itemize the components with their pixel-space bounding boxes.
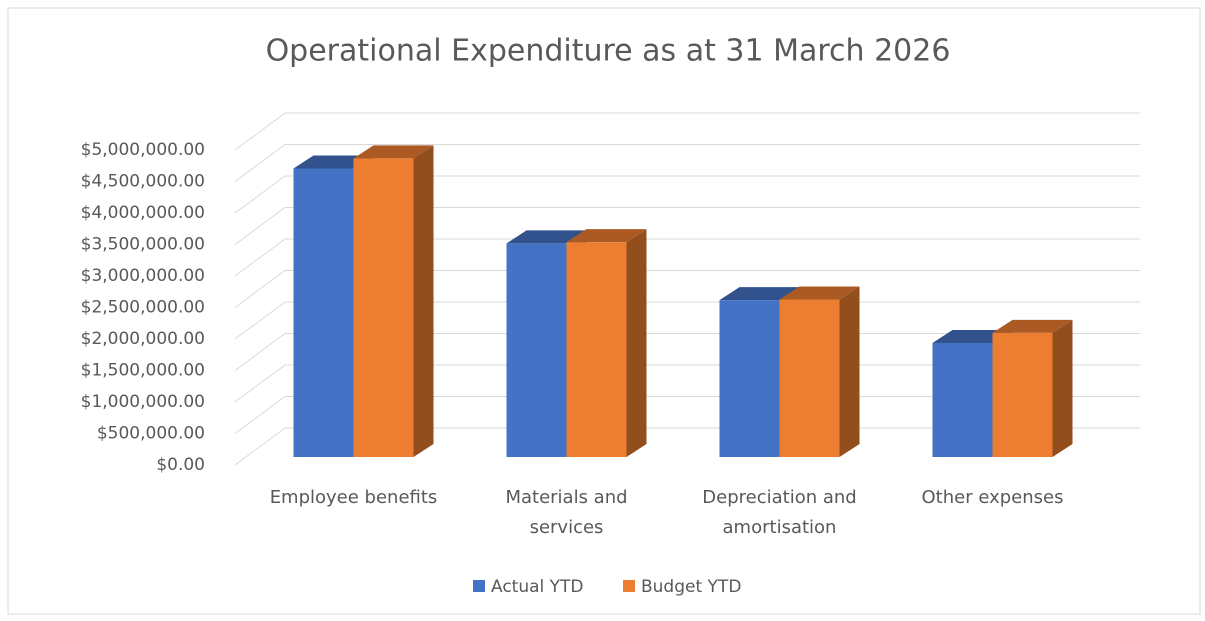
bar-top <box>992 319 1073 333</box>
bar-top <box>353 145 434 159</box>
bar <box>719 300 780 457</box>
y-tick-label: $5,000,000.00 <box>81 140 205 160</box>
bar-side <box>1052 319 1073 457</box>
grid-line <box>234 175 1140 214</box>
bar <box>353 158 414 457</box>
bar-top <box>779 286 860 300</box>
bar <box>932 342 993 457</box>
y-tick-label: $3,000,000.00 <box>81 266 205 286</box>
y-tick-label: $0.00 <box>156 455 205 475</box>
legend-swatch <box>473 580 485 592</box>
bar <box>566 242 627 457</box>
bar <box>992 332 1053 457</box>
x-tick-label: Materials and services <box>505 487 628 538</box>
bar <box>506 243 567 457</box>
y-tick-label: $4,000,000.00 <box>81 203 205 223</box>
bar-side <box>839 286 860 457</box>
y-tick-label: $1,500,000.00 <box>81 361 205 381</box>
bar-top <box>566 229 647 243</box>
legend-swatch <box>623 580 635 592</box>
bar-top <box>506 230 587 244</box>
grid-line <box>234 238 1140 277</box>
legend-label: Actual YTD <box>491 577 584 597</box>
y-tick-label: $500,000.00 <box>97 424 205 444</box>
chart-title: Operational Expenditure as at 31 March 2… <box>266 34 951 69</box>
bar-side <box>413 145 434 457</box>
y-tick-label: $2,000,000.00 <box>81 329 205 349</box>
bar <box>293 168 354 457</box>
y-tick-label: $3,500,000.00 <box>81 235 205 255</box>
grid-line <box>234 207 1140 245</box>
bar-side <box>626 229 647 457</box>
legend-label: Budget YTD <box>641 577 741 597</box>
grid-line <box>234 270 1140 308</box>
y-tick-label: $2,500,000.00 <box>81 298 205 318</box>
x-tick-label: Employee benefits <box>269 487 438 508</box>
grid-line <box>234 112 1140 151</box>
y-tick-label: $4,500,000.00 <box>81 172 205 192</box>
bar <box>779 299 840 457</box>
grid-line <box>234 144 1140 182</box>
bar-top <box>719 287 800 301</box>
x-tick-label: Other expenses <box>921 487 1064 508</box>
x-tick-label: Depreciation and amortisation <box>702 487 857 538</box>
y-tick-label: $1,000,000.00 <box>81 392 205 412</box>
